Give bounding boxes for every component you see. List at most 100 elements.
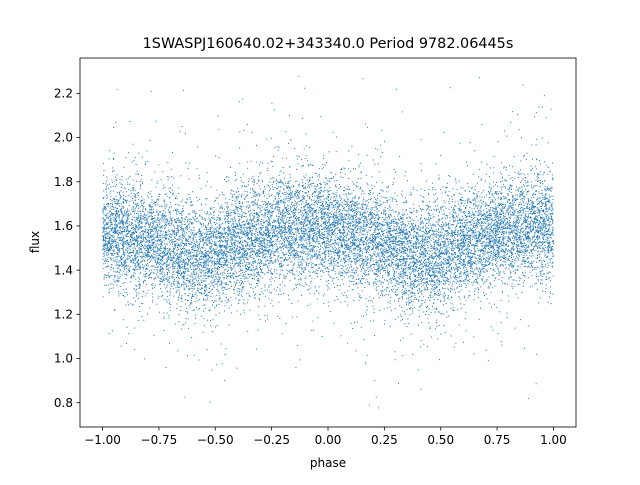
data-point [261,206,263,208]
data-point [435,225,437,227]
data-point [480,271,482,273]
data-point [412,284,414,286]
data-point [314,211,316,213]
data-point [281,243,283,245]
data-point [448,255,450,257]
data-point [251,230,253,231]
data-point [396,251,398,253]
data-point [465,222,467,224]
data-point [404,250,406,252]
data-point [509,250,511,252]
data-point [229,272,231,274]
data-point [500,213,502,215]
data-point [160,230,162,232]
data-point [426,204,428,206]
data-point [220,246,222,248]
data-point [402,241,404,243]
data-point [439,226,441,228]
data-point [544,217,546,219]
data-point [413,248,415,250]
data-point [133,211,135,213]
data-point [454,262,456,264]
data-point [538,177,540,179]
data-point [214,279,216,281]
data-point [301,268,303,270]
data-point [523,184,525,186]
data-point [431,230,433,232]
data-point [520,229,522,231]
data-point [352,215,354,217]
data-point [282,242,284,244]
data-point [164,223,166,225]
data-point [220,247,222,249]
data-point [347,290,349,292]
data-point [307,210,309,212]
data-point [161,273,163,275]
data-point [527,210,529,212]
data-point [463,241,465,243]
data-point [259,262,261,264]
data-point [531,264,533,266]
data-points [102,75,554,409]
data-point [385,248,387,250]
data-point [499,203,501,205]
data-point [531,206,533,208]
data-point [548,248,550,250]
data-point [377,247,379,249]
data-point [137,223,139,225]
data-point [544,223,546,225]
data-point [191,234,193,236]
data-point [535,282,537,284]
data-point [309,187,311,189]
data-point [178,211,180,213]
data-point [262,245,264,247]
data-point [401,238,403,240]
data-point [376,181,378,183]
data-point [356,282,357,284]
data-point [177,299,179,301]
data-point [467,283,469,285]
data-point [402,215,404,217]
data-point [264,232,266,234]
data-point [427,205,429,207]
data-point [393,249,395,251]
data-point [446,195,448,197]
data-point [256,232,258,234]
data-point [222,286,224,288]
data-point [173,271,175,273]
data-point [394,229,396,231]
data-point [436,264,438,266]
data-point [138,263,140,265]
data-point [112,206,114,208]
data-point [334,251,336,253]
data-point [269,241,271,243]
data-point [350,246,352,248]
data-point [153,257,155,259]
data-point [549,291,551,293]
data-point [252,219,254,221]
data-point [298,254,300,256]
data-point [261,234,263,236]
data-point [245,271,247,273]
data-point [153,208,155,210]
data-point [537,180,539,182]
data-point [347,210,349,212]
data-point [369,222,371,224]
data-point [381,255,383,257]
data-point [321,213,323,215]
data-point [337,299,339,301]
data-point [272,186,274,188]
data-point [549,292,551,294]
data-point [456,276,458,278]
data-point [228,228,230,230]
data-point [253,218,255,220]
data-point [388,239,390,241]
data-point [307,231,309,233]
data-point [225,232,227,234]
data-point [264,248,266,250]
data-point [260,269,262,271]
data-point [268,224,270,226]
data-point [348,237,350,239]
data-point [526,226,528,228]
data-point [234,205,236,207]
